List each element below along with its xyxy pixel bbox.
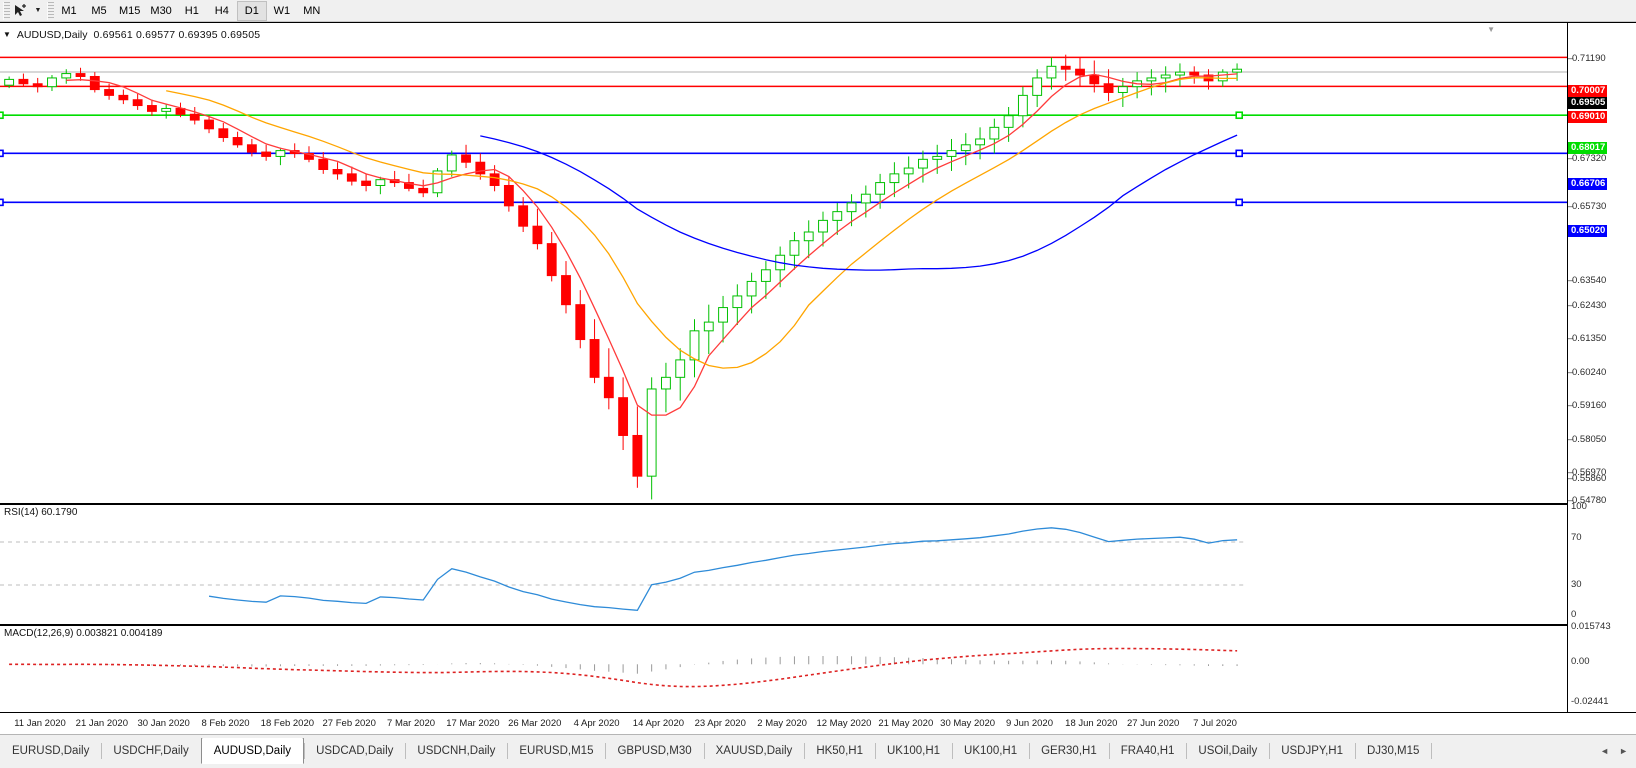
- crosshair-cursor-icon[interactable]: [12, 2, 32, 20]
- price-panel[interactable]: ▼ AUDUSD,Daily 0.69561 0.69577 0.69395 0…: [0, 23, 1567, 500]
- price-axis-tick: –0.63540: [1568, 275, 1607, 286]
- timeframe-w1[interactable]: W1: [273, 4, 291, 17]
- chart-tab-audusd-daily[interactable]: AUDUSD,Daily: [200, 738, 305, 764]
- date-axis-label: 11 Jan 2020: [14, 718, 66, 729]
- ohlc-values: 0.69561 0.69577 0.69395 0.69505: [93, 29, 261, 41]
- chart-tab-usdjpy-h1[interactable]: USDJPY,H1: [1269, 738, 1355, 764]
- price-level-label[interactable]: 0.66706: [1568, 178, 1608, 190]
- date-axis-label: 7 Jul 2020: [1193, 718, 1237, 729]
- chart-tab-strip: EURUSD,Daily USDCHF,Daily AUDUSD,Daily USDC…: [0, 738, 1592, 764]
- tab-end-separator: [1431, 743, 1433, 759]
- symbol-ohlc-header: ▼ AUDUSD,Daily 0.69561 0.69577 0.69395 0…: [3, 29, 260, 41]
- price-axis-tick: –0.60240: [1568, 367, 1607, 378]
- price-level-label[interactable]: 0.65020: [1568, 225, 1608, 237]
- date-axis-label: 8 Feb 2020: [201, 718, 250, 729]
- tab-scroll-right-icon[interactable]: ►: [1619, 746, 1628, 756]
- timeframe-d1[interactable]: D1: [236, 0, 267, 21]
- price-axis-tick: –0.54780: [1568, 495, 1607, 506]
- chart-tab-uk100-h1[interactable]: UK100,H1: [874, 738, 952, 764]
- date-axis-label: 27 Feb 2020: [322, 718, 376, 729]
- chart-tab-bar: EURUSD,Daily USDCHF,Daily AUDUSD,Daily USDC…: [0, 734, 1636, 768]
- timeframe-toolbar: ▼ M1 M5 M15 M30 H1 H4 D1 W1 MN: [0, 0, 1636, 22]
- chart-tab-xauusd-daily[interactable]: XAUUSD,Daily: [703, 738, 805, 764]
- price-axis-tick: –0.55860: [1568, 473, 1607, 484]
- date-axis-label: 7 Mar 2020: [387, 718, 436, 729]
- timeframe-mn[interactable]: MN: [303, 4, 321, 17]
- triangle-down-icon[interactable]: ▼: [3, 30, 11, 39]
- price-axis-tick: –0.61350: [1568, 333, 1607, 344]
- timeframe-m1[interactable]: M1: [61, 4, 77, 17]
- price-level-label[interactable]: 0.68017: [1568, 142, 1608, 154]
- date-axis-label: 30 May 2020: [940, 718, 996, 729]
- toolbar-grip-2[interactable]: [47, 1, 54, 20]
- date-axis-label: 4 Apr 2020: [573, 718, 620, 729]
- scroll-indicator-icon[interactable]: ▼: [1487, 25, 1495, 34]
- timeframe-m30[interactable]: M30: [150, 4, 172, 17]
- tab-scroll-controls: ◄ ►: [1592, 738, 1636, 764]
- date-axis-label: 9 Jun 2020: [1005, 718, 1053, 729]
- rsi-axis-tick: 30: [1571, 578, 1582, 590]
- price-axis[interactable]: –0.71190–0.67320–0.65730–0.64620–0.63540…: [1568, 23, 1636, 712]
- date-axis-label: 30 Jan 2020: [137, 718, 190, 729]
- date-axis: 11 Jan 2020 21 Jan 2020 30 Jan 2020 8 Feb 2…: [0, 712, 1636, 734]
- timeframe-h4[interactable]: H4: [214, 4, 229, 17]
- chart-tab-usdcad-daily[interactable]: USDCAD,Daily: [304, 738, 405, 764]
- macd-chart-canvas: [9, 647, 1238, 688]
- date-axis-label: 23 Apr 2020: [694, 718, 746, 729]
- price-chart-canvas: [0, 54, 1567, 500]
- date-axis-label: 26 Mar 2020: [508, 718, 562, 729]
- price-axis-tick: –0.56970: [1568, 467, 1607, 478]
- macd-axis-tick: 0.015743: [1571, 621, 1611, 633]
- rsi-panel[interactable]: RSI(14) 60.1790: [0, 503, 1567, 622]
- timeframe-m5[interactable]: M5: [91, 4, 107, 17]
- macd-axis-tick: 0.00: [1571, 656, 1590, 668]
- chart-tab-hk50-h1[interactable]: HK50,H1: [804, 738, 875, 764]
- rsi-axis-tick: 100: [1571, 500, 1587, 512]
- macd-panel[interactable]: MACD(12,26,9) 0.003821 0.004189: [0, 624, 1567, 713]
- chart-tab-usoil-daily[interactable]: USOil,Daily: [1186, 738, 1269, 764]
- symbol-name: AUDUSD,Daily: [16, 29, 88, 41]
- chart-tab-ger30-h1[interactable]: GER30,H1: [1029, 738, 1109, 764]
- chevron-down-icon[interactable]: ▼: [34, 7, 42, 14]
- price-axis-tick: –0.67320: [1568, 153, 1607, 164]
- chart-tab-uk100-h1[interactable]: UK100,H1: [952, 738, 1029, 764]
- chart-tab-gbpusd-m30[interactable]: GBPUSD,M30: [605, 738, 703, 764]
- timeframe-h1[interactable]: H1: [184, 4, 199, 17]
- rsi-chart-canvas: [0, 527, 1245, 611]
- chart-tab-eurusd-daily[interactable]: EURUSD,Daily: [12, 745, 90, 757]
- price-axis-tick: –0.65730: [1568, 201, 1607, 212]
- chart-tab-fra40-h1[interactable]: FRA40,H1: [1108, 738, 1187, 764]
- price-axis-tick: –0.71190: [1568, 53, 1606, 64]
- chart-tab-dj30-m15[interactable]: DJ30,M15: [1355, 738, 1431, 764]
- chart-tab-usdcnh-daily[interactable]: USDCNH,Daily: [405, 738, 507, 764]
- date-axis-label: 27 Jun 2020: [1127, 718, 1180, 729]
- macd-axis-tick: -0.02441: [1571, 696, 1609, 708]
- date-axis-label: 21 May 2020: [878, 718, 934, 729]
- chart-tab-usdchf-daily[interactable]: USDCHF,Daily: [101, 738, 200, 764]
- tab-scroll-left-icon[interactable]: ◄: [1600, 746, 1610, 756]
- chart-tab-eurusd-m15[interactable]: EURUSD,M15: [507, 738, 605, 764]
- price-level-label[interactable]: 0.69505: [1568, 97, 1608, 109]
- date-axis-label: 14 Apr 2020: [632, 718, 685, 729]
- date-axis-label: 18 Feb 2020: [260, 718, 315, 729]
- price-axis-tick: –0.59160: [1568, 400, 1607, 411]
- date-axis-label: 18 Jun 2020: [1065, 718, 1118, 729]
- date-axis-label: 17 Mar 2020: [446, 718, 500, 729]
- date-axis-label: 12 May 2020: [816, 718, 872, 729]
- date-axis-label: 2 May 2020: [757, 718, 807, 729]
- rsi-axis-tick: 70: [1571, 532, 1582, 544]
- price-axis-tick: –0.62430: [1568, 300, 1607, 311]
- toolbar-grip-1[interactable]: [3, 1, 10, 20]
- macd-label: MACD(12,26,9) 0.003821 0.004189: [4, 628, 163, 639]
- rsi-axis-tick: 0: [1571, 608, 1577, 620]
- rsi-label: RSI(14) 60.1790: [4, 507, 78, 518]
- chart-area[interactable]: ▼ AUDUSD,Daily 0.69561 0.69577 0.69395 0…: [0, 22, 1636, 712]
- price-level-label[interactable]: 0.70007: [1568, 85, 1608, 97]
- timeframe-m15[interactable]: M15: [119, 4, 141, 17]
- plot-region[interactable]: ▼ AUDUSD,Daily 0.69561 0.69577 0.69395 0…: [0, 23, 1568, 712]
- date-axis-label: 21 Jan 2020: [75, 718, 128, 729]
- price-axis-tick: –0.58050: [1568, 434, 1607, 445]
- price-level-label[interactable]: 0.69010: [1568, 111, 1608, 123]
